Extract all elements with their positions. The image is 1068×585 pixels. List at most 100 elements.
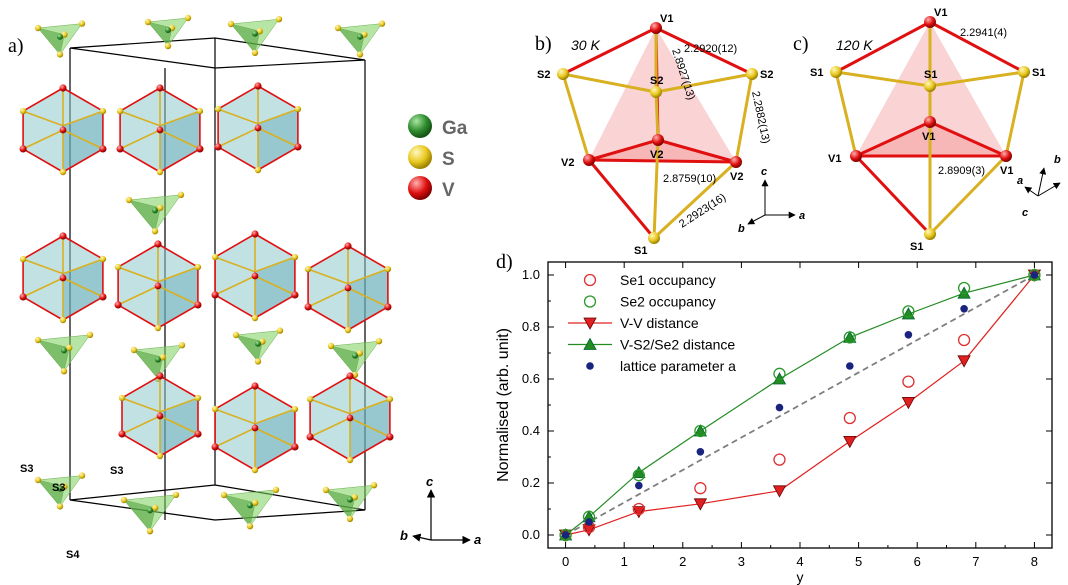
bond — [562, 72, 657, 94]
s-atom — [154, 324, 162, 332]
ga-atom — [255, 340, 261, 347]
s-atom — [172, 491, 180, 498]
v-atom — [294, 143, 302, 151]
bond — [834, 71, 858, 157]
v-atom — [306, 433, 314, 441]
site-label: S3 — [52, 482, 65, 494]
s-atom — [86, 331, 94, 338]
s-atom — [120, 496, 128, 504]
site-label: S3 — [20, 463, 33, 475]
ga-tetrahedron — [125, 191, 185, 235]
y-tick-label: 1.0 — [522, 267, 540, 282]
v-atom — [583, 154, 595, 166]
legend-s-label: S — [442, 149, 455, 170]
data-point — [632, 506, 646, 519]
v-atom — [59, 84, 67, 92]
s-atom-icon — [408, 145, 432, 169]
ga-tetrahedron — [34, 472, 86, 510]
s-atom — [156, 452, 164, 460]
ga-atom — [155, 356, 161, 363]
v-atom — [59, 232, 67, 240]
data-point — [632, 465, 646, 479]
distance-label: 2.2920(12) — [684, 43, 737, 55]
v4s4-cube — [211, 230, 299, 322]
s-atom — [211, 253, 219, 261]
atom-label: S2 — [537, 69, 550, 81]
s-atom — [334, 24, 342, 32]
v-atom — [386, 433, 394, 441]
series-se1-occupancy — [559, 268, 1041, 542]
ga-atom — [347, 496, 353, 503]
v4s4-cube — [304, 242, 392, 334]
ga-tetrahedron — [120, 491, 180, 535]
chart-legend: Se1 occupancy Se2 occupancy V-V distance V-… — [568, 272, 736, 374]
atom-label: S2 — [760, 69, 773, 81]
ga-tetrahedron — [144, 14, 192, 50]
s-atom — [144, 18, 152, 26]
structure-legend: Ga S V — [408, 114, 468, 201]
legend-label: Se1 occupancy — [620, 272, 716, 288]
atom-label: V1 — [660, 13, 673, 25]
atom-label: S1 — [1032, 67, 1045, 79]
s-atom — [924, 228, 936, 240]
s-atom — [227, 20, 235, 28]
data-point — [772, 372, 787, 385]
axis-c-label: c — [1022, 207, 1028, 219]
x-tick-label: 0 — [562, 554, 569, 569]
v-atom — [154, 240, 162, 248]
ga-tetrahedron — [334, 20, 386, 58]
s-atom — [156, 168, 164, 176]
v-atom — [251, 424, 259, 432]
s-atom — [194, 263, 202, 271]
v-atom — [59, 126, 67, 134]
axes-indicator-b: c a b — [738, 166, 805, 235]
legend-ga-label: Ga — [442, 118, 468, 139]
bond — [652, 160, 738, 240]
y-axis-label: Normalised (arb. unit) — [495, 328, 512, 482]
bond — [655, 26, 753, 76]
data-point — [901, 396, 916, 410]
y-tick-label: 0.0 — [522, 527, 540, 542]
v-atom — [346, 372, 354, 380]
v4s4-cube — [118, 372, 202, 460]
s-atom — [159, 354, 166, 361]
s-atom — [196, 107, 204, 115]
bond — [652, 139, 660, 239]
panel-a: a) Ga S V S3 S3 S3 S4 c a b — [8, 14, 481, 561]
bond — [855, 120, 931, 158]
v4s4-cube — [19, 232, 107, 324]
atom-label: S1 — [810, 67, 823, 79]
s-atom — [351, 494, 358, 501]
s-atom — [34, 24, 42, 32]
axis-b-label: b — [738, 223, 745, 235]
x-axis-label: y — [797, 569, 804, 585]
data-point — [1028, 268, 1041, 282]
v-atom — [304, 303, 312, 311]
s-atom — [146, 528, 154, 535]
data-point — [773, 367, 786, 380]
data-point — [632, 502, 645, 516]
s-atom — [254, 166, 262, 174]
s-atom — [220, 491, 228, 499]
v-atom — [99, 145, 107, 153]
s-atom — [256, 28, 263, 35]
cluster-30k: V1 S2 S2 S2 V2 V2 V2 S1 — [537, 13, 773, 257]
axis-a-label: a — [474, 532, 481, 547]
x-tick-label: 5 — [855, 554, 862, 569]
bond — [655, 72, 753, 94]
v-atom — [196, 145, 204, 153]
v-atom — [730, 156, 742, 168]
data-point — [904, 331, 913, 339]
axis-c-label: c — [426, 474, 434, 489]
legend-label: lattice parameter a — [620, 358, 736, 374]
s-atom — [306, 395, 314, 403]
legend-v-label: V — [442, 180, 455, 201]
s-atom — [356, 350, 363, 357]
s-atom — [384, 265, 392, 273]
v-atom — [346, 414, 354, 422]
v-atom — [114, 301, 122, 309]
s-atom — [56, 503, 64, 510]
data-point — [561, 531, 570, 539]
s-atom — [924, 80, 936, 92]
